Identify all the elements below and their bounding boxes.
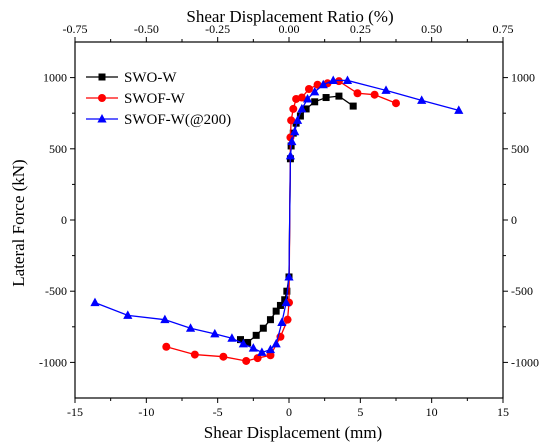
y-tick-label: -1000 (39, 355, 67, 369)
series-triangle (90, 75, 464, 356)
x-tick-label: 10 (426, 405, 438, 419)
y-tick-label: 500 (49, 142, 67, 156)
data-point (252, 331, 260, 339)
data-point (276, 301, 284, 309)
data-point (253, 354, 262, 363)
data-point (210, 328, 220, 338)
series-square (236, 92, 357, 346)
data-point (265, 344, 276, 354)
data-point (370, 90, 379, 99)
x-tick-label: -15 (67, 405, 83, 419)
data-point (290, 126, 300, 136)
data-point (266, 351, 275, 360)
data-point (160, 314, 170, 324)
top-x-tick-label: 0.75 (493, 22, 514, 36)
data-point (284, 271, 294, 281)
x-axis-title: Shear Displacement (mm) (204, 423, 382, 442)
data-point (90, 297, 100, 307)
top-x-tick-label: 0.25 (350, 22, 371, 36)
top-x-tick-label: -0.25 (205, 22, 230, 36)
y-tick-label: 0 (61, 213, 67, 227)
x-tick-label: 15 (497, 405, 509, 419)
data-point (417, 95, 427, 104)
top-x-tick-label: 0.50 (421, 22, 442, 36)
data-point (266, 316, 274, 324)
top-x-axis-title: Shear Displacement Ratio (%) (186, 7, 393, 26)
data-point (335, 92, 343, 100)
data-point (281, 297, 291, 307)
legend-label: SWO-W (124, 70, 177, 86)
data-point (296, 112, 304, 120)
data-point (236, 336, 244, 344)
data-point (353, 89, 362, 98)
data-point (272, 307, 280, 315)
data-point (304, 84, 313, 93)
legend-label: SWOF-W(@200) (124, 112, 231, 128)
data-point (322, 94, 330, 102)
legend-marker (97, 114, 107, 123)
right-y-tick-label: 1000 (511, 71, 535, 85)
data-point (271, 338, 281, 348)
data-point (190, 350, 199, 359)
y-axis-title: Lateral Force (kN) (9, 159, 28, 286)
x-tick-label: -10 (138, 405, 154, 419)
right-y-tick-label: -500 (511, 284, 533, 298)
data-point (342, 75, 353, 84)
data-point (310, 86, 320, 96)
right-y-tick-label: 0 (511, 213, 517, 227)
legend-label: SWOF-W (124, 91, 186, 107)
data-point (328, 75, 338, 84)
data-point (349, 102, 357, 110)
data-point (297, 93, 306, 102)
data-point (289, 104, 298, 113)
data-point (219, 352, 228, 361)
data-point (292, 115, 303, 124)
data-point (281, 296, 289, 304)
data-point (287, 136, 297, 146)
data-point (185, 323, 196, 332)
data-point (285, 150, 296, 160)
x-tick-label: 0 (286, 405, 292, 419)
data-point (283, 315, 292, 324)
top-x-tick-label: -0.75 (63, 22, 88, 36)
data-point (259, 324, 267, 332)
right-y-tick-label: 500 (511, 142, 529, 156)
data-point (318, 79, 328, 89)
data-point (244, 338, 252, 346)
data-point (248, 343, 258, 352)
data-point (381, 85, 391, 94)
data-point (123, 310, 133, 319)
data-point (392, 99, 400, 108)
data-point (238, 338, 248, 348)
data-point (257, 347, 267, 356)
data-point (311, 98, 319, 106)
right-y-tick-label: -1000 (511, 355, 539, 369)
data-point (227, 333, 237, 342)
legend-marker (98, 73, 106, 81)
data-point (277, 317, 287, 327)
data-point (302, 93, 313, 103)
x-tick-label: -5 (213, 405, 223, 419)
y-tick-label: -500 (45, 284, 67, 298)
data-point (297, 103, 307, 113)
data-point (162, 342, 171, 351)
x-tick-label: 5 (357, 405, 363, 419)
series-layer (90, 75, 464, 365)
y-tick-label: 1000 (43, 71, 67, 85)
tick-label-layer: -15 -10 -5 0 5 10 15 -0.75 -0.50 -0.25 0.00 0.25 0.5… (39, 22, 539, 419)
legend-marker (98, 94, 106, 102)
data-point (454, 105, 464, 114)
data-point (242, 356, 251, 365)
top-x-tick-label: -0.50 (134, 22, 159, 36)
top-x-tick-label: 0.00 (279, 22, 300, 36)
plot-frame (74, 41, 504, 399)
data-point (287, 116, 296, 125)
legend: SWO-W SWOF-W SWOF-W(@200) (86, 70, 231, 128)
data-point (302, 105, 310, 113)
